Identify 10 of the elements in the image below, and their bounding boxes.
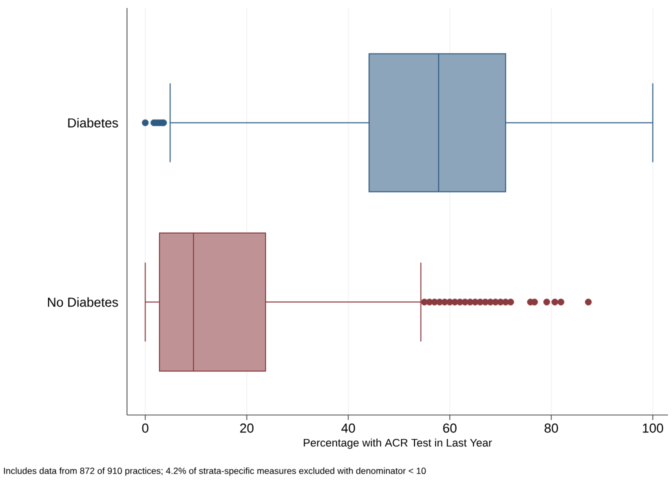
x-tick-label: 0 — [142, 424, 148, 433]
x-tick-label: 80 — [544, 424, 558, 433]
x-tick-label: 100 — [642, 424, 664, 433]
x-tick-label: 60 — [443, 424, 456, 433]
x-tick-label: 20 — [240, 424, 254, 433]
x-tick-label: 40 — [341, 424, 355, 433]
y-tick-label: No Diabetes — [48, 297, 118, 307]
text: Includes data from 872 of 910 practices; 4.2% of strata-specific measures excluded with denominator < 10 — [4, 467, 426, 476]
y-tick-label: Diabetes — [68, 118, 118, 128]
x-axis-title: Percentage with ACR Test in Last Year — [304, 438, 492, 449]
